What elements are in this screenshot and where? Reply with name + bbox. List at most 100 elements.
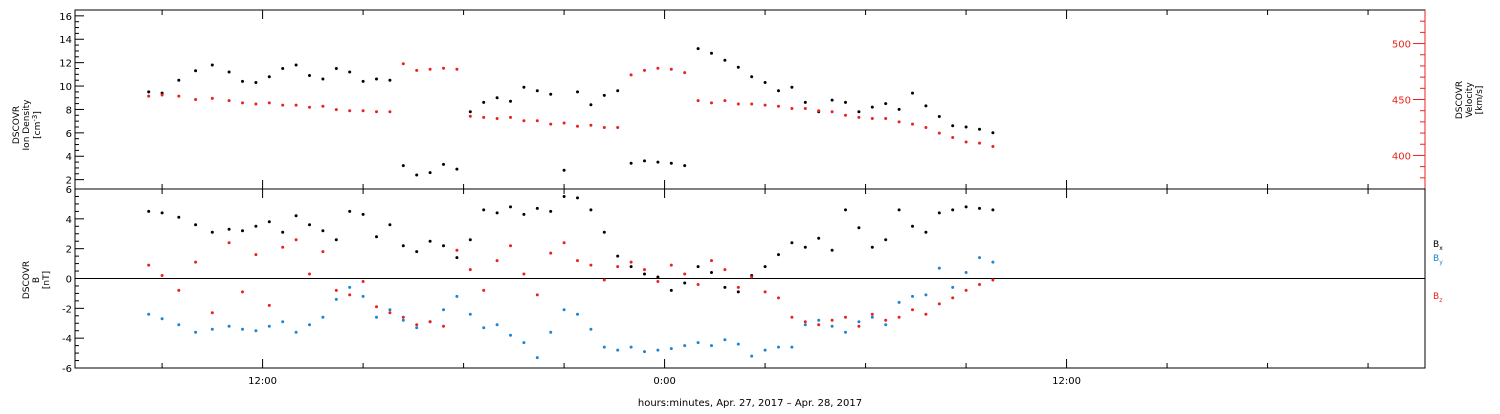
bz-series-point [334, 288, 338, 292]
velocity-series-point [884, 117, 888, 120]
bx-series-point [763, 265, 767, 269]
ion-density-series-point [428, 171, 432, 175]
bx-series-point [616, 254, 620, 258]
ion-density-series-point [683, 164, 687, 168]
by-series-point [683, 344, 687, 348]
bx-series-point [348, 209, 352, 213]
bx-series-point [308, 223, 311, 227]
bx-series-point [777, 253, 780, 257]
by-series-point [736, 342, 740, 346]
bz-series-point [777, 296, 780, 300]
velocity-series-point [669, 67, 673, 71]
density-tick-label: 10 [59, 82, 72, 93]
bx-series-point [870, 245, 874, 249]
bx-series-point [294, 214, 298, 218]
bz-series-point [388, 311, 392, 315]
bx-series-point [790, 241, 794, 245]
bz-series-point [468, 268, 472, 272]
bx-series-point [911, 224, 914, 228]
by-series-point [241, 327, 244, 331]
density-unit-close: ] [33, 111, 43, 115]
velocity-series-point [294, 103, 298, 107]
velocity-tick-label: 450 [1392, 96, 1411, 107]
ion-density-series-point [991, 131, 995, 135]
bx-series-point [147, 209, 151, 213]
bz-series-point [884, 318, 888, 322]
ion-density-series-point [388, 78, 392, 82]
b-label-line3: [nT] [42, 271, 52, 289]
bx-series-point [978, 206, 981, 210]
bx-series-point [415, 250, 419, 254]
legend-bz-label: B [1433, 292, 1439, 302]
bz-series-point [576, 259, 579, 263]
by-series-point [281, 320, 285, 324]
by-series-point [991, 260, 995, 264]
density-axis-label: DSCOVR Ion Density [cm-3] [12, 99, 43, 151]
velocity-series-point [509, 115, 512, 119]
density-unit-exponent: -3 [31, 115, 39, 122]
bz-series [147, 238, 995, 328]
bx-series-point [951, 208, 955, 212]
velocity-series-point [951, 136, 955, 139]
bx-series-point [495, 211, 499, 215]
bz-series-point [629, 260, 633, 264]
bx-series-point [442, 244, 445, 248]
velocity-label-line2: Velocity [1465, 82, 1475, 118]
by-series-point [643, 350, 646, 354]
ion-density-series-point [147, 90, 151, 94]
by-series-point [817, 318, 821, 322]
by-series-point [897, 300, 901, 304]
ion-density-series-point [937, 115, 941, 118]
by-series-point [227, 324, 231, 328]
velocity-series-point [589, 123, 593, 127]
velocity-series-point [281, 103, 285, 107]
bx-series-point [194, 223, 198, 227]
by-series-point [361, 294, 365, 298]
bz-series-point [750, 275, 754, 279]
bz-series-point [924, 312, 928, 316]
bz-series-point [482, 288, 486, 292]
bx-series-point [254, 224, 258, 228]
ion-density-series-point [656, 160, 660, 164]
bz-series-point [562, 241, 566, 245]
ion-density-series-point [777, 89, 780, 93]
ion-density-series-point [763, 81, 767, 84]
by-series-point [978, 256, 981, 260]
bz-series-point [375, 305, 378, 309]
velocity-series-point [616, 126, 620, 129]
bz-series-point [321, 250, 325, 254]
by-series-point [535, 356, 539, 360]
bx-series-point [576, 196, 579, 200]
by-series-point [616, 348, 620, 352]
ion-density-series-point [294, 63, 298, 67]
ion-density-series-point [964, 125, 968, 129]
velocity-series-point [830, 110, 834, 114]
ion-density-series-point [522, 85, 526, 89]
ion-density-series-point [194, 69, 198, 73]
velocity-label-line1: DSCOVR [1455, 81, 1465, 119]
by-series-point [321, 315, 325, 319]
velocity-series-point [790, 107, 794, 110]
bx-series-point [602, 230, 606, 234]
by-series-point [348, 285, 352, 289]
bx-series-point [844, 208, 847, 212]
velocity-series-point [194, 98, 198, 101]
ion-density-series-point [803, 100, 807, 104]
by-series-point [147, 312, 151, 316]
velocity-series-point [991, 145, 995, 148]
by-series-point [562, 308, 566, 312]
ion-density-series-point [415, 173, 419, 177]
bz-series-point [442, 324, 445, 328]
by-series-point [194, 330, 198, 334]
by-series-point [696, 341, 700, 345]
b-tick-label: -2 [62, 304, 72, 315]
velocity-label-line3: [km/s] [1475, 86, 1485, 115]
velocity-series-point [348, 109, 352, 113]
ion-density-series-point [750, 75, 754, 79]
velocity-series-point [442, 66, 445, 70]
by-series-point [549, 330, 553, 334]
bz-series-point [522, 272, 526, 276]
bz-series-point [267, 303, 271, 307]
